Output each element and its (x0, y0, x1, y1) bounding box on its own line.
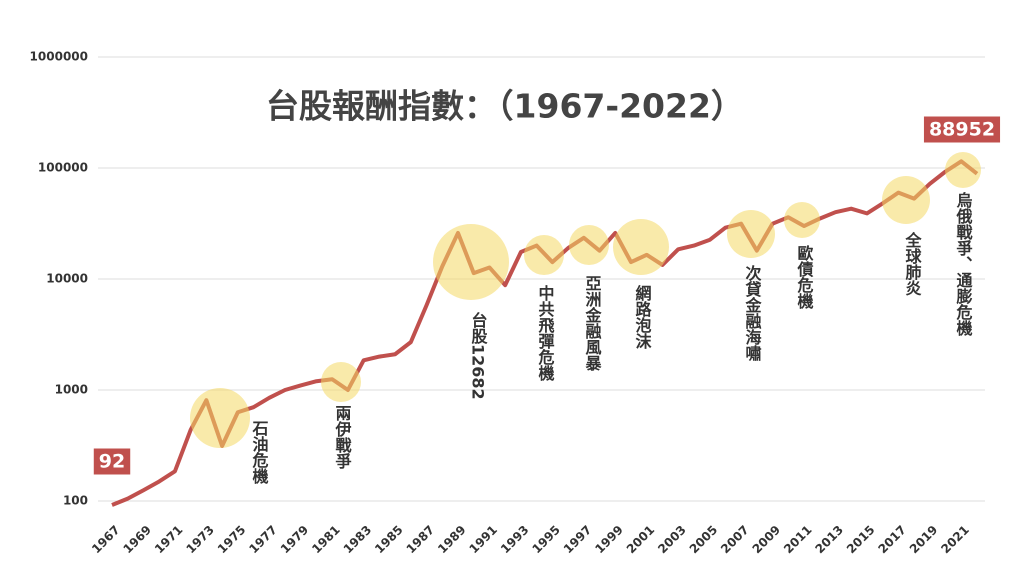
x-tick-label: 1993 (498, 523, 532, 557)
x-tick-label: 1995 (529, 523, 563, 557)
x-tick-label: 2011 (781, 523, 815, 557)
x-tick-label: 1967 (89, 523, 123, 557)
y-tick-label: 100 (63, 494, 88, 508)
chart-title: 台股報酬指數：（1967-2022） (266, 87, 744, 126)
annotation: 亞洲金融風暴 (583, 275, 603, 372)
x-tick-label: 2001 (624, 523, 658, 557)
annotation: 台股12682 (469, 311, 488, 400)
highlight-circle (321, 362, 361, 402)
annotation: 中共飛彈危機 (536, 284, 556, 382)
x-tick-label: 1971 (152, 523, 186, 557)
value-label-box (923, 116, 1001, 143)
x-tick-label: 1999 (592, 523, 626, 557)
x-tick-label: 1987 (404, 523, 438, 557)
x-tick-label: 2009 (750, 523, 784, 557)
highlight-circle (945, 152, 981, 188)
x-tick-label: 1991 (467, 523, 501, 557)
annotation: 烏俄戰爭、通膨危機 (954, 191, 974, 337)
highlight-circle (613, 219, 669, 275)
y-tick-label: 10000 (46, 272, 88, 286)
highlight-circle (190, 388, 250, 448)
value-label: 92 (93, 448, 131, 475)
x-tick-label: 2007 (718, 523, 752, 557)
value-label-text: 88952 (929, 119, 995, 141)
x-tick-label: 1983 (341, 523, 375, 557)
highlight-circle (882, 176, 930, 224)
x-tick-label: 1981 (309, 523, 343, 557)
value-label: 88952 (923, 116, 1001, 143)
highlight-circle (524, 235, 564, 275)
x-tick-label: 1989 (435, 523, 469, 557)
x-tick-label: 2021 (938, 523, 972, 557)
x-tick-label: 1985 (372, 523, 406, 557)
x-tick-label: 2019 (907, 523, 941, 557)
x-tick-label: 2003 (655, 523, 689, 557)
x-tick-label: 2013 (813, 523, 847, 557)
x-tick-label: 1977 (246, 523, 280, 557)
annotation: 石油危機 (250, 420, 270, 485)
annotation: 次貸金融海嘯 (743, 264, 763, 362)
y-tick-label: 100000 (38, 161, 88, 175)
y-tick-label: 1000000 (30, 50, 88, 64)
x-tick-label: 2017 (875, 523, 909, 557)
value-label-box (93, 448, 131, 475)
annotation: 全球肺炎 (903, 231, 923, 297)
value-label-text: 92 (99, 451, 125, 473)
x-tick-label: 1979 (278, 523, 312, 557)
y-tick-label: 1000 (55, 383, 88, 397)
x-tick-label: 1975 (215, 523, 249, 557)
x-tick-label: 2005 (687, 523, 721, 557)
annotation: 歐債危機 (795, 244, 815, 310)
highlight-circle (784, 202, 820, 238)
highlight-circle (569, 225, 609, 265)
annotation: 網路泡沫 (633, 284, 652, 350)
highlight-circle (727, 210, 775, 258)
x-tick-label: 2015 (844, 523, 878, 557)
highlight-circle (433, 224, 509, 300)
annotation: 兩伊戰爭 (333, 405, 353, 470)
x-tick-label: 1969 (121, 523, 155, 557)
x-tick-label: 1997 (561, 523, 595, 557)
x-tick-label: 1973 (183, 523, 217, 557)
